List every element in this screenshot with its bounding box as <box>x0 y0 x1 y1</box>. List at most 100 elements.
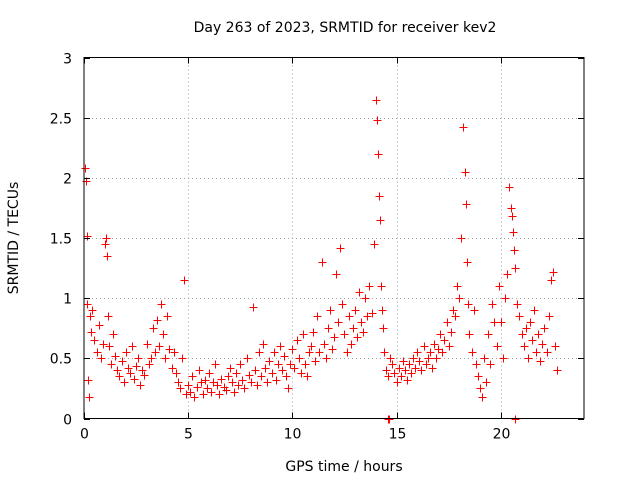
data-point <box>193 383 202 392</box>
data-point <box>113 366 122 375</box>
data-point <box>124 364 133 373</box>
data-point <box>474 372 483 381</box>
data-point <box>276 342 285 351</box>
data-point <box>259 340 268 349</box>
data-point <box>538 340 547 349</box>
data-point <box>161 354 170 363</box>
data-point <box>255 348 264 357</box>
data-point <box>524 354 533 363</box>
data-point <box>530 306 539 315</box>
data-point <box>459 123 468 132</box>
data-point <box>245 371 254 380</box>
data-point <box>128 342 137 351</box>
data-point <box>336 244 345 253</box>
data-point <box>87 328 96 337</box>
data-point <box>495 282 504 291</box>
data-point <box>251 366 260 375</box>
data-point <box>436 330 445 339</box>
data-point <box>85 393 94 402</box>
data-point <box>438 348 447 357</box>
data-point <box>508 212 517 221</box>
data-point <box>359 328 368 337</box>
data-point <box>455 294 464 303</box>
data-point <box>443 318 452 327</box>
data-point <box>95 321 104 330</box>
data-point <box>522 324 531 333</box>
data-point <box>432 354 441 363</box>
data-point <box>553 366 562 375</box>
data-point <box>375 192 384 201</box>
data-point <box>104 312 113 321</box>
data-point <box>102 234 111 243</box>
data-point <box>551 342 560 351</box>
data-point <box>373 116 382 125</box>
y-tick-label: 2.5 <box>50 112 72 128</box>
data-point <box>203 384 212 393</box>
data-point <box>365 282 374 291</box>
data-point <box>540 324 549 333</box>
data-point <box>126 369 135 378</box>
data-point <box>461 168 470 177</box>
data-point <box>197 378 206 387</box>
data-point <box>222 386 231 395</box>
data-point <box>180 276 189 285</box>
data-point <box>324 324 333 333</box>
data-point <box>230 388 239 397</box>
data-point <box>115 372 124 381</box>
data-point <box>151 348 160 357</box>
data-point <box>93 348 102 357</box>
data-point <box>426 348 435 357</box>
data-point <box>503 270 512 279</box>
data-point <box>520 342 529 351</box>
data-point <box>401 366 410 375</box>
data-point <box>422 360 431 369</box>
data-point <box>463 258 472 267</box>
data-point <box>526 318 535 327</box>
data-point <box>240 384 249 393</box>
data-point <box>140 371 149 380</box>
grid-lines <box>84 57 584 419</box>
data-point <box>417 366 426 375</box>
data-point <box>374 150 383 159</box>
data-point <box>472 360 481 369</box>
data-point <box>268 369 277 378</box>
data-point <box>509 228 518 237</box>
data-point <box>270 348 279 357</box>
data-point <box>388 360 397 369</box>
data-point <box>534 330 543 339</box>
data-point <box>377 282 386 291</box>
data-point <box>215 390 224 399</box>
data-point <box>238 376 247 385</box>
y-tick-label: 3 <box>63 52 72 68</box>
data-point <box>449 306 458 315</box>
data-point <box>380 348 389 357</box>
data-point <box>385 415 394 424</box>
data-point <box>174 378 183 387</box>
data-point <box>384 372 393 381</box>
data-point <box>190 393 199 402</box>
data-point <box>382 366 391 375</box>
data-point <box>213 381 222 390</box>
data-point <box>428 364 437 373</box>
data-point <box>153 316 162 325</box>
data-point <box>105 342 114 351</box>
data-point <box>280 352 289 361</box>
data-point <box>407 369 416 378</box>
data-point <box>309 328 318 337</box>
data-point <box>138 366 147 375</box>
data-point <box>217 375 226 384</box>
data-point <box>411 364 420 373</box>
data-point <box>468 348 477 357</box>
x-tick-label: 20 <box>493 427 511 443</box>
data-point <box>488 300 497 309</box>
data-point <box>301 360 310 369</box>
data-point <box>145 360 154 369</box>
data-point <box>207 388 216 397</box>
data-point <box>83 232 92 241</box>
data-point <box>257 372 266 381</box>
data-point <box>157 300 166 309</box>
data-point <box>86 312 95 321</box>
data-point <box>549 268 558 277</box>
data-point <box>536 357 545 366</box>
data-point <box>168 364 177 373</box>
